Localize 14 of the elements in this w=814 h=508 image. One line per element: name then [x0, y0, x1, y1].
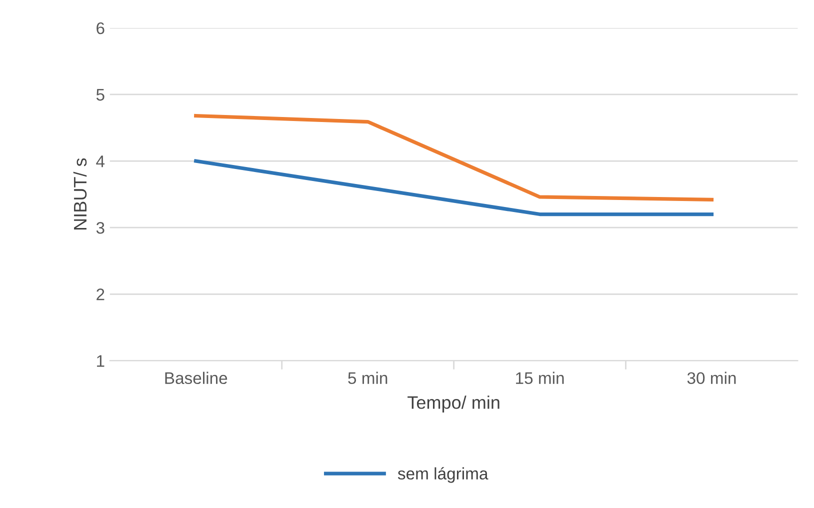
- y-tick-label: 1: [97, 355, 104, 367]
- x-axis-title: Tempo/ min: [408, 396, 500, 412]
- y-axis-title: NIBUT/ s: [73, 158, 87, 230]
- x-tick-label: 15 min: [516, 372, 564, 384]
- y-tick-label: 3: [96, 222, 104, 234]
- x-tick-label: 30 min: [687, 372, 736, 384]
- y-tick-label: 5: [96, 89, 104, 101]
- legend-label: sem lágrima: [398, 467, 488, 483]
- y-tick-label: 2: [96, 288, 104, 300]
- y-tick-label: 6: [96, 22, 104, 34]
- y-tick-label: 4: [96, 156, 105, 168]
- line-series: [194, 114, 714, 202]
- x-tick-label: 5 min: [348, 372, 388, 384]
- x-tick-label: Baseline: [165, 372, 228, 384]
